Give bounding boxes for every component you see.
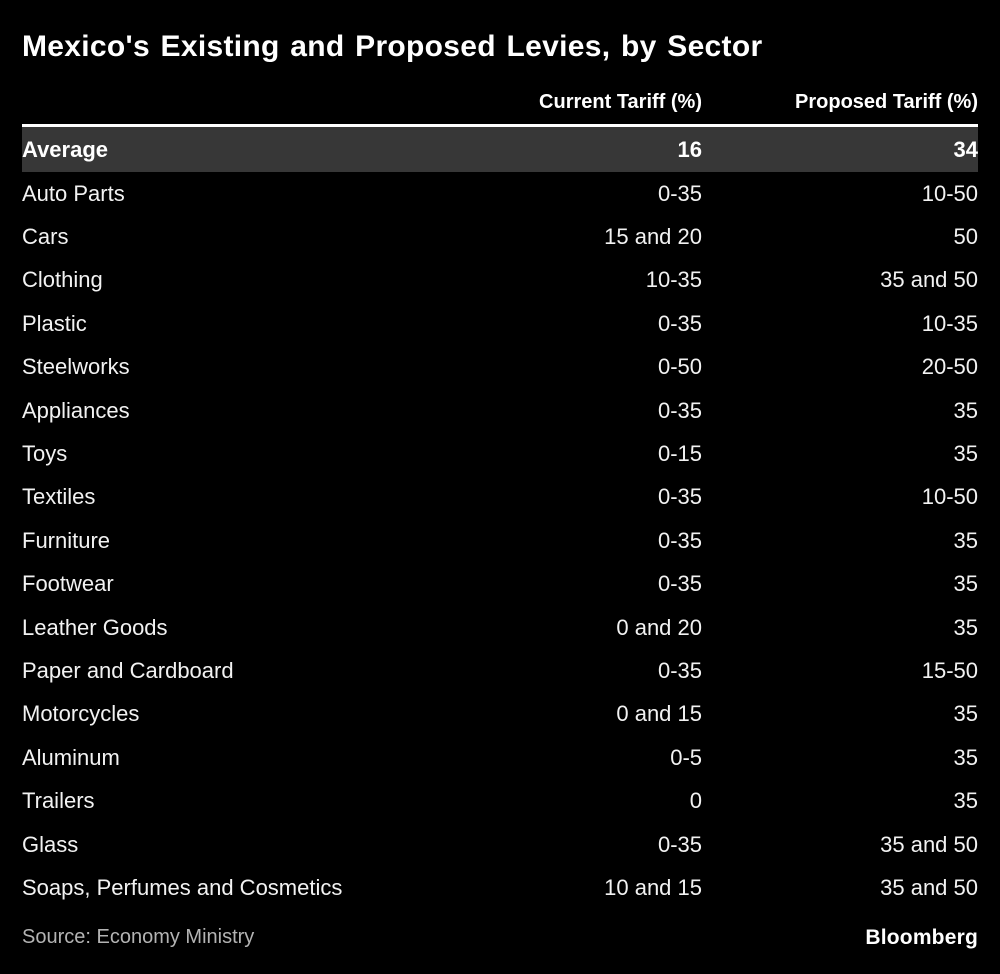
current-tariff-cell: 0-5: [670, 744, 702, 770]
proposed-tariff-cell: 35 and 50: [880, 267, 978, 293]
proposed-tariff-cell: 10-50: [921, 180, 978, 206]
sector-cell: Appliances: [22, 397, 130, 423]
sector-cell: Motorcycles: [22, 701, 140, 727]
bloomberg-logo: Bloomberg: [865, 925, 978, 949]
table-row: Paper and Cardboard 0-35 15-50: [22, 649, 978, 692]
header-rule: [22, 124, 978, 127]
current-tariff-cell: 0-35: [657, 484, 702, 510]
table-row: Glass 0-35 35 and 50: [22, 823, 978, 866]
proposed-tariff-cell: 35: [953, 441, 978, 467]
current-tariff-cell: 15 and 20: [604, 224, 702, 250]
current-tariff-cell: 0-35: [657, 527, 702, 553]
current-tariff-cell: 0-15: [657, 441, 702, 467]
table-row: Textiles 0-35 10-50: [22, 476, 978, 519]
table-body: Average 16 34 Auto Parts 0-35 10-50 Cars 15 and…: [22, 127, 978, 910]
current-tariff-cell: 0: [689, 788, 702, 814]
sector-cell: Glass: [22, 831, 79, 857]
proposed-tariff-cell: 50: [953, 224, 978, 250]
table-row-average: Average 16 34: [22, 127, 978, 172]
current-tariff-cell: 10-35: [645, 267, 702, 293]
footer: Source: Economy Ministry Bloomberg: [22, 926, 978, 950]
table-row: Furniture 0-35 35: [22, 519, 978, 562]
table-row: Aluminum 0-5 35: [22, 736, 978, 779]
sector-cell: Paper and Cardboard: [22, 657, 234, 683]
sector-cell: Footwear: [22, 571, 114, 597]
proposed-tariff-cell: 34: [953, 136, 978, 162]
table-row: Clothing 10-35 35 and 50: [22, 259, 978, 302]
proposed-tariff-cell: 35 and 50: [880, 874, 978, 900]
table-row: Motorcycles 0 and 15 35: [22, 693, 978, 736]
proposed-tariff-cell: 35: [953, 614, 978, 640]
current-tariff-cell: 0-50: [657, 354, 702, 380]
proposed-tariff-cell: 35: [953, 744, 978, 770]
column-header-sector: [22, 90, 482, 114]
table-row: Toys 0-15 35: [22, 432, 978, 475]
proposed-tariff-cell: 35 and 50: [880, 831, 978, 857]
column-header-current-tariff: Current Tariff (%): [539, 91, 702, 113]
table-row: Plastic 0-35 10-35: [22, 302, 978, 345]
sector-cell: Leather Goods: [22, 614, 168, 640]
sector-cell: Soaps, Perfumes and Cosmetics: [22, 874, 343, 900]
sector-cell: Furniture: [22, 527, 111, 553]
sector-cell: Plastic: [22, 310, 87, 336]
table-row: Trailers 0 35: [22, 779, 978, 822]
proposed-tariff-cell: 10-50: [921, 484, 978, 510]
table-row: Steelworks 0-50 20-50: [22, 346, 978, 389]
sector-cell: Toys: [22, 441, 68, 467]
table-row: Soaps, Perfumes and Cosmetics 10 and 15 35…: [22, 866, 978, 909]
proposed-tariff-cell: 10-35: [921, 310, 978, 336]
current-tariff-cell: 0 and 20: [616, 614, 702, 640]
table-row: Cars 15 and 20 50: [22, 215, 978, 258]
proposed-tariff-cell: 35: [953, 571, 978, 597]
proposed-tariff-cell: 35: [953, 701, 978, 727]
column-header-proposed-tariff: Proposed Tariff (%): [795, 91, 978, 113]
sector-cell: Average: [22, 136, 109, 162]
current-tariff-cell: 10 and 15: [604, 874, 702, 900]
table-row: Footwear 0-35 35: [22, 563, 978, 606]
table-row: Auto Parts 0-35 10-50: [22, 172, 978, 215]
proposed-tariff-cell: 20-50: [921, 354, 978, 380]
source-note: Source: Economy Ministry: [22, 926, 255, 949]
table-row: Appliances 0-35 35: [22, 389, 978, 432]
sector-cell: Clothing: [22, 267, 103, 293]
current-tariff-cell: 0-35: [657, 310, 702, 336]
table-row: Leather Goods 0 and 20 35: [22, 606, 978, 649]
sector-cell: Textiles: [22, 484, 96, 510]
sector-cell: Aluminum: [22, 744, 120, 770]
current-tariff-cell: 0-35: [657, 180, 702, 206]
page-title: Mexico's Existing and Proposed Levies, b…: [22, 30, 763, 63]
chart-container: Mexico's Existing and Proposed Levies, b…: [22, 30, 978, 950]
sector-cell: Trailers: [22, 788, 95, 814]
proposed-tariff-cell: 35: [953, 397, 978, 423]
current-tariff-cell: 16: [677, 136, 702, 162]
current-tariff-cell: 0-35: [657, 657, 702, 683]
table-header: Current Tariff (%) Proposed Tariff (%): [22, 90, 978, 124]
current-tariff-cell: 0 and 15: [616, 701, 702, 727]
current-tariff-cell: 0-35: [657, 397, 702, 423]
proposed-tariff-cell: 15-50: [921, 657, 978, 683]
proposed-tariff-cell: 35: [953, 527, 978, 553]
sector-cell: Steelworks: [22, 354, 130, 380]
current-tariff-cell: 0-35: [657, 831, 702, 857]
sector-cell: Auto Parts: [22, 180, 125, 206]
current-tariff-cell: 0-35: [657, 571, 702, 597]
sector-cell: Cars: [22, 224, 69, 250]
proposed-tariff-cell: 35: [953, 788, 978, 814]
